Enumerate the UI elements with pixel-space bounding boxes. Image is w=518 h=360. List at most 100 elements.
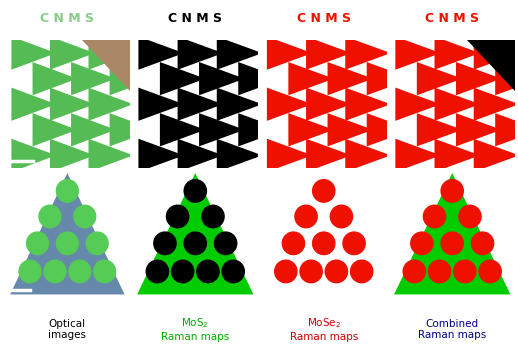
Polygon shape	[217, 87, 262, 121]
Polygon shape	[110, 113, 154, 147]
Polygon shape	[11, 87, 56, 121]
Circle shape	[69, 260, 91, 283]
Polygon shape	[267, 139, 312, 172]
Text: C N M S: C N M S	[168, 12, 222, 25]
Circle shape	[214, 232, 237, 255]
Circle shape	[441, 180, 463, 202]
Circle shape	[171, 260, 194, 283]
Polygon shape	[345, 36, 391, 70]
Polygon shape	[138, 36, 184, 70]
Polygon shape	[89, 87, 133, 121]
Circle shape	[56, 180, 78, 202]
Polygon shape	[33, 62, 77, 95]
Circle shape	[441, 232, 463, 255]
Circle shape	[403, 260, 425, 283]
Polygon shape	[473, 87, 518, 121]
Circle shape	[74, 205, 96, 228]
Circle shape	[428, 260, 451, 283]
Circle shape	[56, 232, 78, 255]
Circle shape	[351, 260, 373, 283]
Polygon shape	[327, 62, 373, 95]
Text: MoS$_2$
Raman maps: MoS$_2$ Raman maps	[161, 317, 229, 342]
Polygon shape	[394, 173, 510, 294]
Polygon shape	[89, 139, 133, 172]
Polygon shape	[495, 113, 518, 147]
Polygon shape	[289, 62, 334, 95]
Polygon shape	[345, 139, 391, 172]
Polygon shape	[138, 87, 184, 121]
Polygon shape	[199, 113, 244, 147]
Text: C N M S: C N M S	[40, 12, 94, 25]
Polygon shape	[11, 139, 56, 172]
Polygon shape	[495, 62, 518, 95]
Circle shape	[313, 180, 335, 202]
Polygon shape	[417, 62, 463, 95]
Circle shape	[300, 260, 322, 283]
Circle shape	[343, 232, 365, 255]
Polygon shape	[267, 87, 312, 121]
Circle shape	[222, 260, 244, 283]
Polygon shape	[367, 113, 412, 147]
Polygon shape	[395, 87, 441, 121]
Circle shape	[325, 260, 348, 283]
Circle shape	[197, 260, 219, 283]
Polygon shape	[160, 113, 206, 147]
Polygon shape	[89, 36, 133, 70]
Polygon shape	[473, 36, 518, 70]
Circle shape	[471, 232, 494, 255]
Circle shape	[19, 260, 41, 283]
Circle shape	[184, 232, 206, 255]
Polygon shape	[71, 113, 116, 147]
Polygon shape	[217, 139, 262, 172]
Polygon shape	[327, 113, 373, 147]
Polygon shape	[467, 40, 515, 91]
Polygon shape	[238, 113, 284, 147]
Circle shape	[479, 260, 501, 283]
Circle shape	[275, 260, 297, 283]
Circle shape	[459, 205, 481, 228]
Polygon shape	[137, 173, 253, 294]
Text: C N M S: C N M S	[425, 12, 479, 25]
Text: MoSe$_2$
Raman maps: MoSe$_2$ Raman maps	[290, 317, 358, 342]
Polygon shape	[306, 87, 352, 121]
Polygon shape	[217, 36, 262, 70]
Circle shape	[26, 232, 49, 255]
Circle shape	[166, 205, 189, 228]
Circle shape	[313, 232, 335, 255]
Circle shape	[86, 232, 108, 255]
Polygon shape	[289, 113, 334, 147]
Polygon shape	[138, 139, 184, 172]
Polygon shape	[50, 36, 95, 70]
Circle shape	[184, 180, 206, 202]
Text: Combined
Raman maps: Combined Raman maps	[418, 319, 486, 340]
Polygon shape	[50, 87, 95, 121]
Polygon shape	[367, 62, 412, 95]
Polygon shape	[71, 62, 116, 95]
Circle shape	[411, 232, 433, 255]
Polygon shape	[473, 139, 518, 172]
Polygon shape	[435, 87, 480, 121]
Polygon shape	[267, 36, 312, 70]
Polygon shape	[10, 173, 124, 294]
Polygon shape	[306, 36, 352, 70]
Circle shape	[202, 205, 224, 228]
Text: Optical
images: Optical images	[48, 319, 87, 340]
Polygon shape	[199, 62, 244, 95]
Circle shape	[282, 232, 305, 255]
Polygon shape	[178, 87, 223, 121]
Polygon shape	[238, 62, 284, 95]
Polygon shape	[82, 40, 130, 91]
Polygon shape	[456, 113, 501, 147]
Circle shape	[330, 205, 353, 228]
Circle shape	[39, 205, 61, 228]
Polygon shape	[395, 36, 441, 70]
Circle shape	[154, 232, 176, 255]
Polygon shape	[178, 139, 223, 172]
Polygon shape	[395, 139, 441, 172]
Polygon shape	[110, 62, 154, 95]
Polygon shape	[435, 36, 480, 70]
Circle shape	[146, 260, 168, 283]
Polygon shape	[456, 62, 501, 95]
Circle shape	[94, 260, 116, 283]
Circle shape	[454, 260, 476, 283]
